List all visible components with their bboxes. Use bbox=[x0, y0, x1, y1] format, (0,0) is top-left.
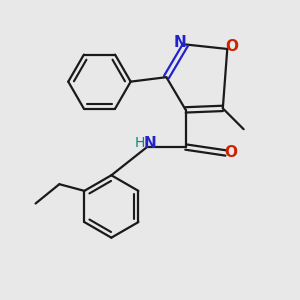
Text: O: O bbox=[225, 39, 238, 54]
Text: H: H bbox=[135, 136, 145, 151]
Text: O: O bbox=[225, 146, 238, 160]
Text: N: N bbox=[174, 34, 187, 50]
Text: N: N bbox=[144, 136, 156, 151]
